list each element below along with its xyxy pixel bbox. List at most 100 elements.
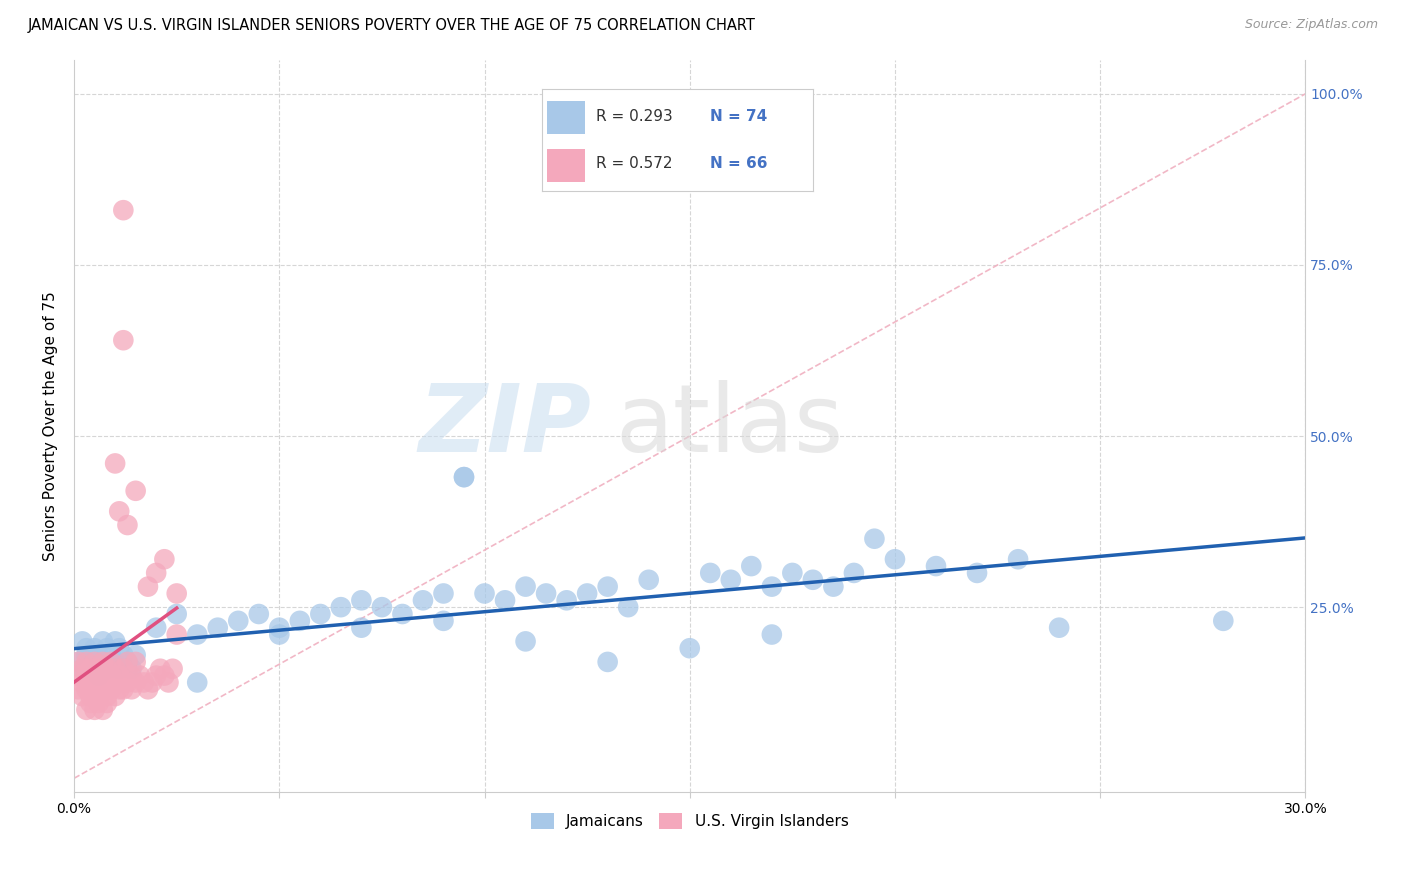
Point (350, 593, 373, 607)
Text: ZIP: ZIP (419, 380, 592, 472)
Point (79, 675, 101, 690)
Point (91, 634, 114, 648)
Point (699, 566, 721, 580)
Point (1007, 552, 1029, 566)
Point (720, 573, 742, 587)
Point (823, 580, 845, 594)
Point (494, 593, 516, 607)
Point (79, 696, 101, 710)
Point (83, 655, 105, 669)
Point (75, 668, 97, 682)
Point (72, 634, 94, 648)
Point (153, 668, 176, 682)
Point (136, 682, 159, 697)
Point (432, 586, 454, 600)
Point (515, 580, 537, 594)
Point (75, 648, 97, 662)
Point (67, 668, 90, 682)
Point (555, 593, 578, 607)
Point (67, 655, 90, 669)
Point (83, 682, 105, 697)
Point (96, 675, 118, 690)
Point (67, 655, 90, 669)
Point (112, 203, 135, 218)
Point (269, 621, 291, 635)
Point (782, 566, 804, 580)
Point (79, 655, 101, 669)
Point (87, 696, 110, 710)
Point (145, 621, 167, 635)
Point (72, 689, 94, 703)
Point (329, 600, 352, 615)
Point (391, 607, 413, 621)
Point (104, 457, 127, 471)
Point (96, 641, 118, 656)
Point (617, 600, 640, 615)
Point (83, 668, 105, 682)
Point (637, 573, 659, 587)
Point (104, 655, 127, 669)
Point (269, 627, 291, 641)
Point (679, 641, 702, 656)
Point (112, 682, 135, 697)
Point (145, 566, 167, 580)
Point (117, 518, 139, 533)
Point (67, 682, 90, 697)
Point (453, 470, 475, 484)
Text: atlas: atlas (616, 380, 844, 472)
Point (207, 621, 229, 635)
Point (141, 675, 163, 690)
Point (925, 559, 948, 574)
Point (91, 655, 114, 669)
Point (112, 648, 135, 662)
Point (309, 607, 332, 621)
Point (288, 614, 311, 628)
Point (186, 627, 208, 641)
Point (884, 552, 907, 566)
Point (515, 634, 537, 648)
Point (124, 648, 146, 662)
Point (108, 662, 131, 676)
Point (104, 689, 127, 703)
Point (136, 580, 159, 594)
Point (453, 470, 475, 484)
Point (100, 655, 122, 669)
Point (108, 682, 131, 697)
Point (121, 662, 143, 676)
Point (104, 675, 127, 690)
Point (132, 675, 155, 690)
Point (740, 559, 762, 574)
Point (596, 580, 619, 594)
Point (124, 675, 146, 690)
Point (117, 655, 139, 669)
Point (112, 662, 135, 676)
Legend: Jamaicans, U.S. Virgin Islanders: Jamaicans, U.S. Virgin Islanders (524, 807, 855, 836)
Point (87, 648, 110, 662)
Point (83, 641, 105, 656)
Point (842, 566, 865, 580)
Point (91, 655, 114, 669)
Point (75, 703, 97, 717)
Text: JAMAICAN VS U.S. VIRGIN ISLANDER SENIORS POVERTY OVER THE AGE OF 75 CORRELATION : JAMAICAN VS U.S. VIRGIN ISLANDER SENIORS… (28, 18, 756, 33)
Point (576, 586, 599, 600)
Point (87, 689, 110, 703)
Point (121, 682, 143, 697)
Point (75, 655, 97, 669)
Point (104, 662, 127, 676)
Point (75, 682, 97, 697)
Point (761, 627, 783, 641)
Point (79, 662, 101, 676)
Point (966, 566, 988, 580)
Point (79, 648, 101, 662)
Point (104, 634, 127, 648)
Point (761, 580, 783, 594)
Point (100, 655, 122, 669)
Point (186, 675, 208, 690)
Point (108, 668, 131, 682)
Point (96, 696, 118, 710)
Point (72, 662, 94, 676)
Point (474, 586, 496, 600)
Point (87, 668, 110, 682)
Point (432, 614, 454, 628)
Point (166, 586, 188, 600)
